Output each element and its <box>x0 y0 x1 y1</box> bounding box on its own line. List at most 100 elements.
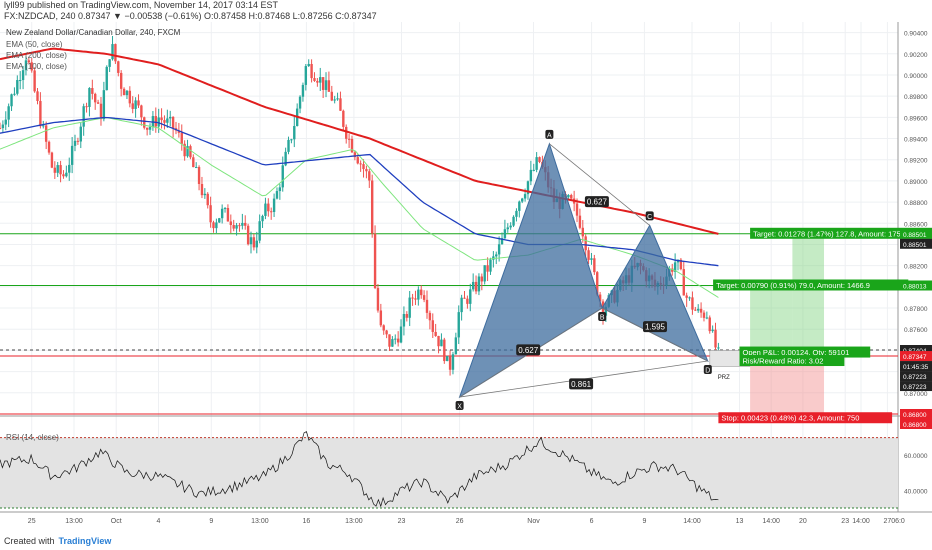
candle-body <box>466 298 469 304</box>
candle-body <box>197 167 201 184</box>
candle-body <box>512 216 515 226</box>
level-axis-label-box <box>900 345 932 356</box>
rsi-band <box>0 437 898 509</box>
candle-body <box>255 240 258 248</box>
candle-body <box>365 169 368 172</box>
candle-body <box>189 146 192 158</box>
candle-body <box>36 91 39 101</box>
pattern-point-d-box <box>703 365 712 375</box>
pattern-point-d: D <box>705 368 710 375</box>
candle-body <box>503 229 507 239</box>
stop-label: Stop: 0.00423 (0.48%) 42.3, Amount: 750 <box>721 414 859 423</box>
candle-body <box>244 222 247 226</box>
candle-body <box>229 221 233 225</box>
price-chart[interactable]: PRZ X A B C D 0.627 0.627 1.595 0.861 Target: 0.0… <box>0 22 932 532</box>
time-tick-label: 23 <box>841 518 849 525</box>
candle-body <box>370 180 374 234</box>
quote-line: FX:NZDCAD, 240 0.87347 ▼ −0.00538 (−0.61… <box>4 11 377 21</box>
candle-body <box>671 268 674 272</box>
candle-body <box>353 152 357 158</box>
candle-body <box>85 106 88 108</box>
candle-body <box>177 130 181 133</box>
candle-body <box>203 193 207 196</box>
candle-body <box>235 225 238 229</box>
candle-body <box>362 164 365 170</box>
level-axis-label-box <box>900 409 932 419</box>
candle-body <box>218 218 221 223</box>
candle-body <box>422 295 426 300</box>
candle-body <box>319 77 322 83</box>
time-tick-label: 13:00 <box>251 518 269 525</box>
time-tick-label: 9 <box>642 518 646 525</box>
candle-body <box>535 157 538 170</box>
pattern-point-b: B <box>600 315 605 322</box>
candle-body <box>16 80 19 94</box>
time-tick-label: 23 <box>398 518 406 525</box>
candle-body <box>212 222 215 229</box>
candle-body <box>246 225 250 245</box>
extra-axis-label: 0.86800 <box>903 422 927 429</box>
extra-axis-label-box <box>900 419 932 429</box>
footer: Created with TradingView <box>0 532 932 550</box>
price-tick-label: 0.89600 <box>904 115 928 122</box>
candle-body <box>287 139 290 152</box>
candle-body <box>460 297 463 313</box>
candle-body <box>385 330 388 335</box>
candle-body <box>373 233 377 289</box>
candle-body <box>7 106 10 120</box>
candle-body <box>163 120 166 123</box>
time-tick-label: 06:0 <box>891 518 905 525</box>
tradingview-brand[interactable]: TradingView <box>58 536 112 546</box>
candle-body <box>278 187 282 192</box>
rsi-line <box>0 431 719 508</box>
candle-body <box>414 298 417 300</box>
candle-body <box>575 203 579 216</box>
candle-body <box>425 299 429 313</box>
candle-body <box>232 224 235 229</box>
candle-body <box>590 258 593 260</box>
extra-axis-label-box <box>900 361 932 372</box>
open-pl-2: Risk/Reward Ratio: 3.02 <box>743 357 824 366</box>
candle-body <box>281 165 284 188</box>
candle-body <box>714 329 717 348</box>
candle-body <box>477 276 481 292</box>
candle-body <box>451 354 455 370</box>
candle-body <box>521 198 524 202</box>
candle-body <box>258 221 261 241</box>
candle-body <box>186 146 189 157</box>
candle-body <box>99 103 103 120</box>
candle-body <box>578 215 582 228</box>
ratio-label-box <box>516 344 541 356</box>
target-label-2: Target: 0.00790 (0.91%) 79.0, Amount: 14… <box>716 281 870 290</box>
candle-body <box>209 205 212 223</box>
candle-body <box>169 116 172 119</box>
candle-body <box>394 338 397 340</box>
time-tick-label: 14:00 <box>683 518 701 525</box>
candle-body <box>111 44 114 60</box>
candle-body <box>284 151 287 166</box>
price-tick-label: 0.89200 <box>904 158 928 165</box>
candle-body <box>463 297 466 299</box>
candle-body <box>223 208 227 210</box>
candle-body <box>532 169 535 171</box>
price-axis: 0.90400 0.90200 0.90000 0.89800 0.89600 0.894… <box>900 31 932 495</box>
candle-body <box>708 317 711 332</box>
candle-body <box>445 355 449 362</box>
candle-body <box>691 297 694 310</box>
candle-body <box>699 308 703 313</box>
ratio-label: 1.595 <box>645 323 666 332</box>
candle-body <box>122 88 126 96</box>
candle-body <box>523 194 527 199</box>
price-tick-label: 0.87000 <box>904 391 928 398</box>
candle-body <box>330 91 333 101</box>
candle-body <box>68 164 71 173</box>
candle-body <box>431 320 434 332</box>
time-tick-label: 14:00 <box>852 518 870 525</box>
candle-body <box>350 138 354 153</box>
candle-body <box>154 116 157 127</box>
time-tick-label: 14:00 <box>762 518 780 525</box>
candle-body <box>391 339 394 347</box>
candle-body <box>339 98 342 111</box>
time-tick-label: 13:00 <box>65 518 83 525</box>
candle-body <box>200 183 204 196</box>
